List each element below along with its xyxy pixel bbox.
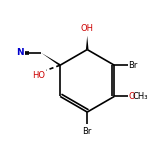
- Text: Br: Br: [129, 61, 138, 70]
- Text: Br: Br: [82, 127, 92, 136]
- Text: N: N: [16, 48, 23, 57]
- Polygon shape: [41, 53, 60, 66]
- Text: O: O: [129, 92, 135, 101]
- Text: CH₃: CH₃: [132, 92, 148, 101]
- Polygon shape: [86, 36, 88, 50]
- Text: HO: HO: [33, 71, 46, 80]
- Text: OH: OH: [81, 24, 94, 33]
